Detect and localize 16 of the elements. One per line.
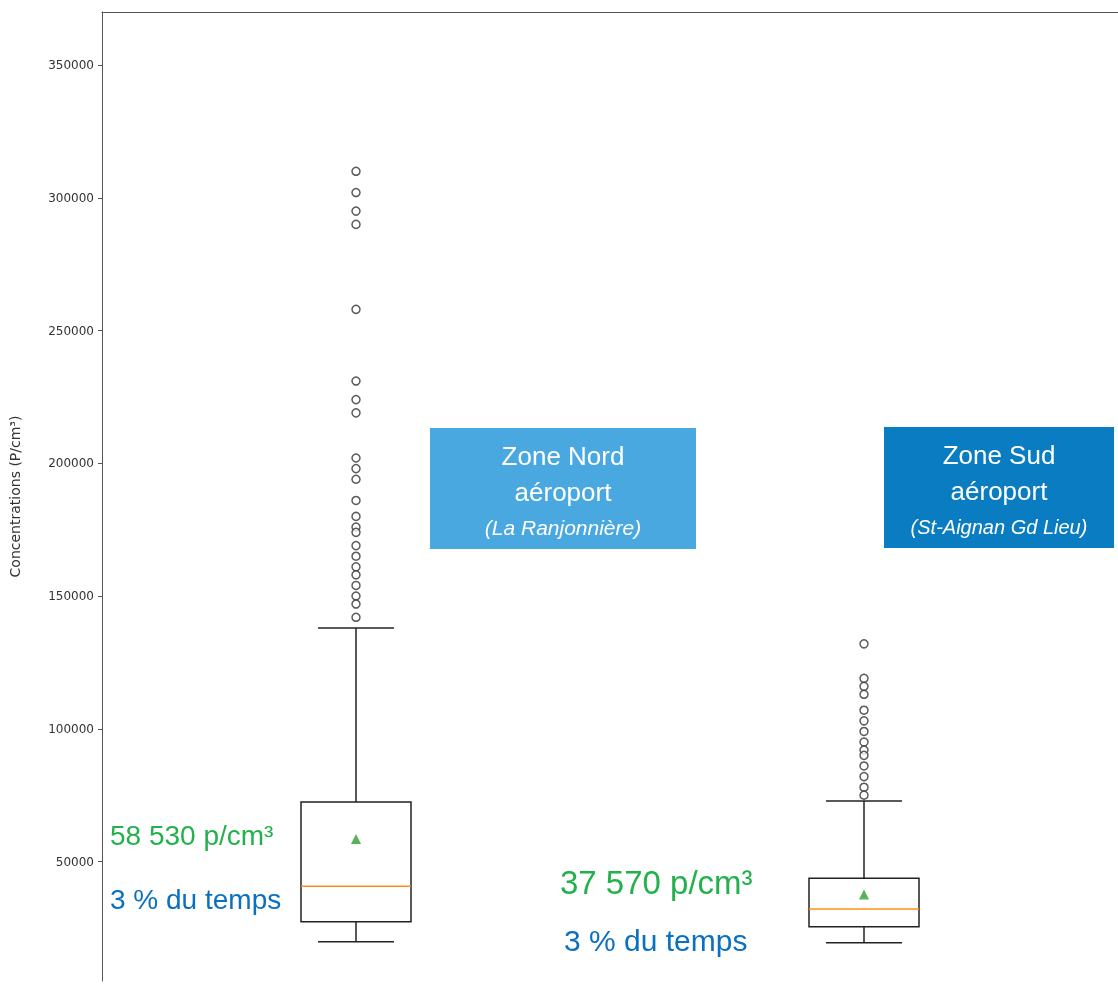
y-axis-title: Concentrations (P/cm³)	[7, 415, 23, 578]
annotation: 58 530 p/cm³	[110, 820, 274, 852]
y-tick-label: 150000	[48, 589, 94, 604]
y-tick-label: 350000	[48, 58, 94, 73]
annotation: Zone Sud aéroport	[941, 439, 1057, 508]
annotation: 3 % du temps	[564, 924, 748, 958]
annotation: (St-Aignan Gd Lieu)	[909, 515, 1089, 540]
y-tick-label: 250000	[48, 323, 94, 338]
annotation: 37 570 p/cm³	[560, 864, 753, 902]
annotation: Zone Nord aéroport	[500, 440, 626, 509]
y-tick-label: 100000	[48, 721, 94, 736]
annotation: 3 % du temps	[110, 884, 282, 916]
y-tick-label: 50000	[55, 854, 94, 869]
y-tick-label: 300000	[48, 190, 94, 205]
y-tick-label: 200000	[48, 456, 94, 471]
annotation: (La Ranjonnière)	[483, 515, 643, 541]
